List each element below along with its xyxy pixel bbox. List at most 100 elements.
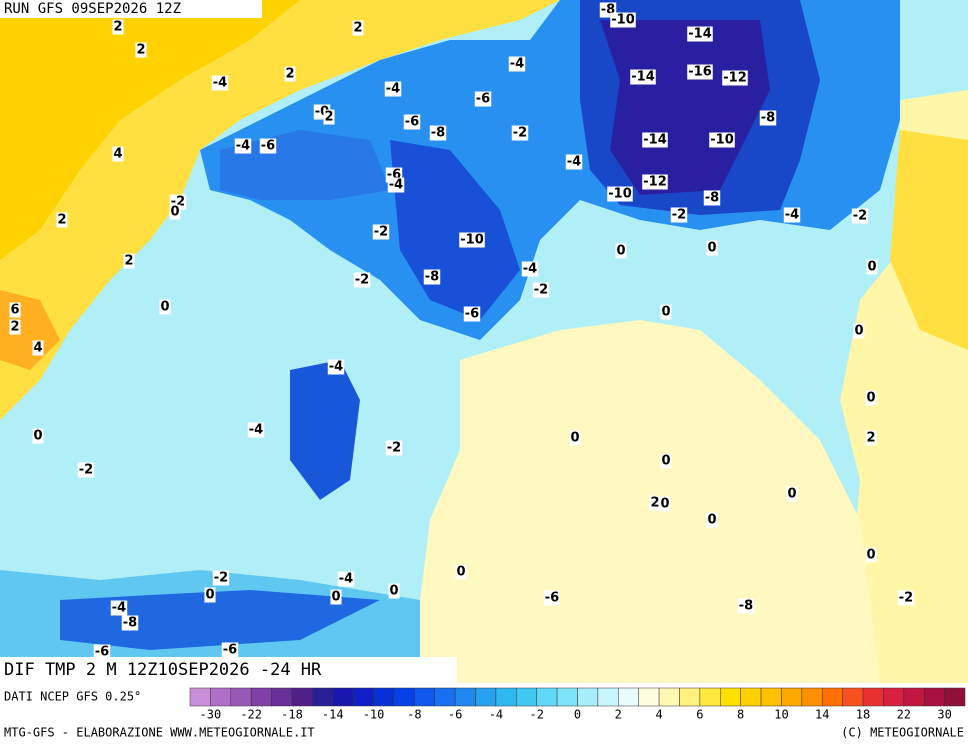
color-box [536,687,558,707]
source-label: DATI NCEP GFS 0.25° [4,690,141,704]
contour-label: 0 [866,548,875,563]
color-box [883,687,905,707]
color-box [760,687,782,707]
label-box [135,42,147,58]
contour-label: 0 [205,588,214,603]
contour-label: -10 [710,133,734,148]
label-box [865,390,877,406]
label-box [706,240,718,256]
label-box [388,583,400,599]
colorbar: -30 -22 -18 -14 -10 -8 -6 -4 -2 0 2 4 6 8 10 14 18 22 30 [189,687,966,722]
label-box [330,589,342,605]
contour-label: 0 [456,565,465,580]
footer-right: (C) METEOGIORNALE [841,726,964,740]
label-box [642,132,668,148]
label-box [32,428,44,444]
contour-label: -4 [523,262,537,277]
contour-label: -2 [355,273,369,288]
contour-label: -4 [567,155,581,170]
color-box [781,687,803,707]
label-box [32,340,44,356]
label-box [706,512,718,528]
color-box [210,687,232,707]
label-box [569,430,581,446]
label-box [532,282,550,298]
contour-label: 0 [160,300,169,315]
colorbar-tick-label: 8 [737,708,744,722]
label-box [352,20,364,36]
color-box [944,687,966,707]
contour-label: -4 [249,423,263,438]
label-box [565,154,583,170]
contour-label: -2 [899,591,913,606]
contour-label: -2 [534,283,548,298]
contour-label: -8 [425,270,439,285]
label-box [93,644,111,660]
colorbar-tick-label: 2 [615,708,622,722]
colorbar-tick-label: -2 [529,708,543,722]
contour-label: -14 [631,70,655,85]
contour-label: -8 [739,599,753,614]
contour-label: 0 [170,205,179,220]
contour-label: -6 [476,92,490,107]
label-box [659,496,671,512]
label-box [169,204,181,220]
colorbar-tick-label: -14 [322,708,344,722]
color-box [720,687,741,707]
color-box [271,687,293,707]
contour-label: 0 [854,324,863,339]
color-box [250,687,272,707]
contour-label: 2 [57,213,66,228]
contour-label: -4 [112,601,126,616]
color-box [638,687,660,707]
contour-label: -4 [785,208,799,223]
header-box [0,0,262,18]
contour-label: -2 [387,441,401,456]
label-box [865,430,877,446]
label-box [221,642,239,658]
color-box [332,687,354,707]
contour-label: -6 [95,645,109,660]
label-box [865,547,877,563]
label-box [737,598,755,614]
label-box [786,486,798,502]
contour-label: -6 [223,643,237,658]
label-box [649,495,661,511]
contour-label: -10 [608,187,632,202]
label-box [615,243,627,259]
colorbar-tick-label: -22 [240,708,262,722]
contour-label: 4 [33,341,42,356]
contour-label: 2 [113,20,122,35]
contour-label: 0 [389,584,398,599]
color-box [373,687,395,707]
label-box [853,323,865,339]
contour-label: -6 [545,591,559,606]
contour-label: -14 [643,133,667,148]
contour-label: 0 [707,513,716,528]
label-box [459,232,485,248]
contour-label: -8 [431,126,445,141]
contour-label: -4 [510,57,524,72]
label-box [234,138,252,154]
label-box [9,302,21,318]
color-box [230,687,252,707]
color-box [495,687,517,707]
label-box [642,174,668,190]
label-box [384,81,402,97]
color-box [475,687,497,707]
label-box [630,69,656,85]
colorbar-tick-label: -30 [200,708,222,722]
color-box [679,687,701,707]
colorbar-tick-label: 10 [774,708,788,722]
contour-label: 0 [867,260,876,275]
contour-label: 2 [136,43,145,58]
contour-label: 2 [285,67,294,82]
label-box [610,12,636,28]
contour-label: 0 [707,241,716,256]
color-box [352,687,374,707]
label-box [403,114,421,130]
contour-label: 2 [10,320,19,335]
label-box [247,422,265,438]
label-box [372,224,390,240]
contour-label: 0 [331,590,340,605]
